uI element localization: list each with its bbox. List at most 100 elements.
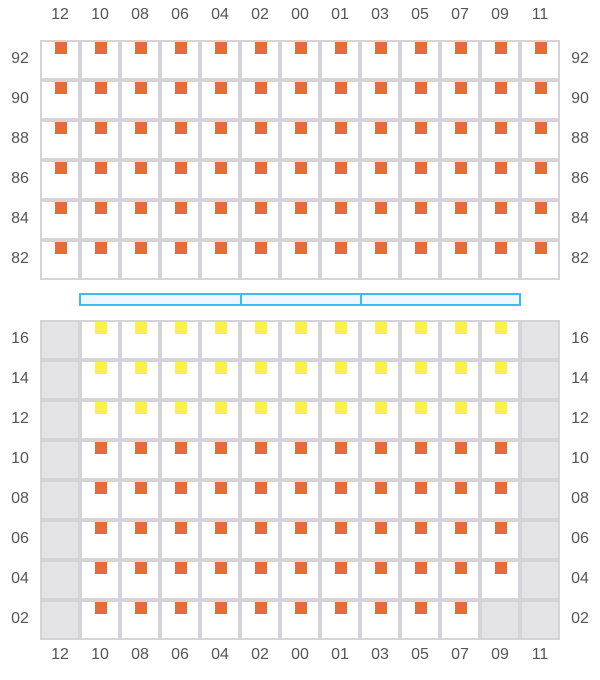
available-seat[interactable] [215,522,227,534]
available-seat[interactable] [415,562,427,574]
seat-cell[interactable] [160,40,200,80]
selected-seat[interactable] [335,362,347,374]
available-seat[interactable] [375,242,387,254]
seat-cell[interactable] [200,200,240,240]
selected-seat[interactable] [215,362,227,374]
seat-cell[interactable] [320,160,360,200]
seat-cell[interactable] [200,400,240,440]
seat-cell[interactable] [160,80,200,120]
selected-seat[interactable] [415,402,427,414]
available-seat[interactable] [535,42,547,54]
available-seat[interactable] [375,562,387,574]
seat-cell[interactable] [120,560,160,600]
selected-seat[interactable] [95,402,107,414]
seat-cell[interactable] [40,160,80,200]
available-seat[interactable] [215,242,227,254]
selected-seat[interactable] [295,322,307,334]
available-seat[interactable] [55,162,67,174]
available-seat[interactable] [295,42,307,54]
seat-cell[interactable] [320,480,360,520]
selected-seat[interactable] [295,402,307,414]
seat-cell[interactable] [240,120,280,160]
selected-seat[interactable] [335,402,347,414]
seat-cell[interactable] [240,240,280,280]
seat-cell[interactable] [280,160,320,200]
seat-cell[interactable] [80,400,120,440]
available-seat[interactable] [135,562,147,574]
seat-cell[interactable] [400,40,440,80]
available-seat[interactable] [375,122,387,134]
seat-cell[interactable] [280,320,320,360]
seat-cell[interactable] [280,200,320,240]
seat-cell[interactable] [120,240,160,280]
available-seat[interactable] [55,242,67,254]
seat-cell[interactable] [240,520,280,560]
available-seat[interactable] [55,82,67,94]
available-seat[interactable] [455,242,467,254]
available-seat[interactable] [215,602,227,614]
available-seat[interactable] [415,482,427,494]
seat-cell[interactable] [240,600,280,640]
seat-cell[interactable] [440,400,480,440]
seat-cell[interactable] [520,240,560,280]
available-seat[interactable] [415,122,427,134]
seat-cell[interactable] [40,240,80,280]
seat-cell[interactable] [120,200,160,240]
seat-cell[interactable] [80,240,120,280]
available-seat[interactable] [135,442,147,454]
available-seat[interactable] [295,82,307,94]
seat-cell[interactable] [200,120,240,160]
seat-cell[interactable] [320,400,360,440]
available-seat[interactable] [175,442,187,454]
available-seat[interactable] [135,522,147,534]
available-seat[interactable] [415,42,427,54]
available-seat[interactable] [455,42,467,54]
seat-cell[interactable] [480,480,520,520]
available-seat[interactable] [335,202,347,214]
seat-cell[interactable] [440,600,480,640]
seat-cell[interactable] [120,120,160,160]
seat-cell[interactable] [240,200,280,240]
seat-cell[interactable] [480,360,520,400]
seat-cell[interactable] [360,160,400,200]
available-seat[interactable] [175,242,187,254]
seat-cell[interactable] [320,360,360,400]
available-seat[interactable] [495,482,507,494]
seat-cell[interactable] [440,480,480,520]
seat-cell[interactable] [160,480,200,520]
seat-cell[interactable] [280,40,320,80]
seat-cell[interactable] [160,520,200,560]
selected-seat[interactable] [375,322,387,334]
seat-cell[interactable] [400,600,440,640]
seat-cell[interactable] [120,400,160,440]
seat-cell[interactable] [320,560,360,600]
seat-cell[interactable] [280,400,320,440]
seat-cell[interactable] [360,560,400,600]
available-seat[interactable] [135,242,147,254]
seat-cell[interactable] [400,520,440,560]
available-seat[interactable] [335,482,347,494]
seat-cell[interactable] [240,360,280,400]
available-seat[interactable] [255,602,267,614]
seat-cell[interactable] [400,560,440,600]
selected-seat[interactable] [255,402,267,414]
seat-cell[interactable] [480,200,520,240]
available-seat[interactable] [415,602,427,614]
seat-cell[interactable] [280,360,320,400]
available-seat[interactable] [95,202,107,214]
seat-cell[interactable] [520,200,560,240]
seat-cell[interactable] [400,400,440,440]
seat-cell[interactable] [400,320,440,360]
seat-cell[interactable] [320,440,360,480]
available-seat[interactable] [135,122,147,134]
available-seat[interactable] [335,162,347,174]
selected-seat[interactable] [255,362,267,374]
seat-cell[interactable] [280,560,320,600]
seat-cell[interactable] [40,120,80,160]
seat-cell[interactable] [400,160,440,200]
available-seat[interactable] [535,122,547,134]
seat-cell[interactable] [280,440,320,480]
seat-cell[interactable] [240,400,280,440]
seat-cell[interactable] [240,80,280,120]
available-seat[interactable] [215,442,227,454]
